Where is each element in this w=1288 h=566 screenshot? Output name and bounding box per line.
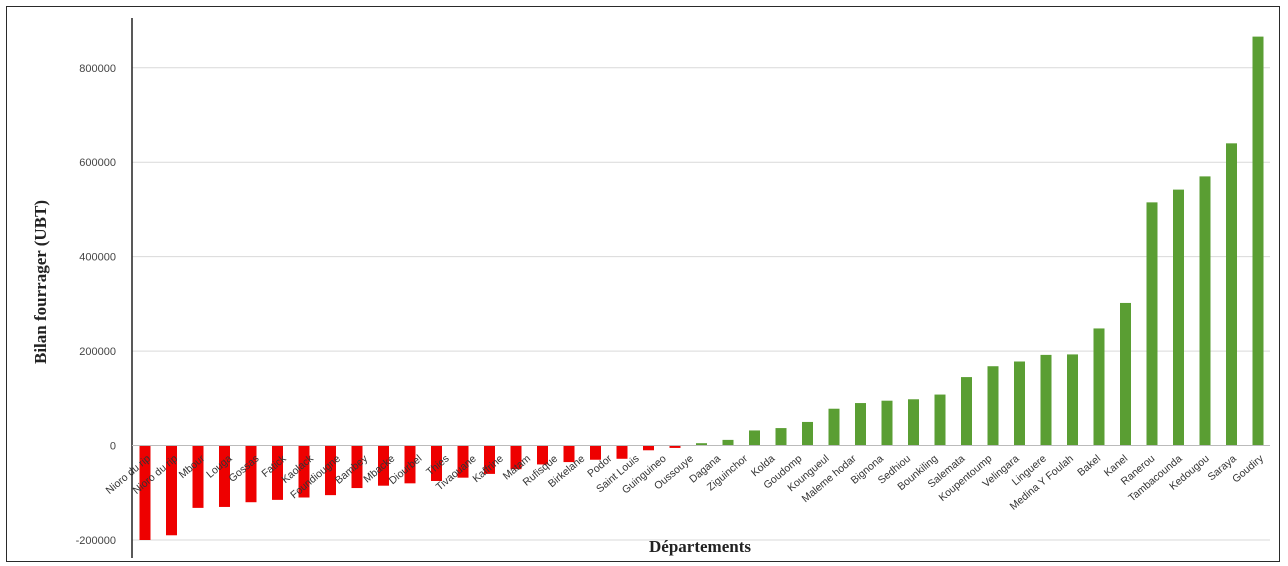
bars bbox=[139, 36, 1264, 540]
bar bbox=[802, 421, 813, 446]
bar bbox=[775, 428, 787, 446]
bar bbox=[192, 445, 204, 508]
bar bbox=[828, 408, 840, 446]
bar bbox=[510, 445, 522, 470]
x-tick-label: Goudiry bbox=[1230, 452, 1266, 485]
y-tick-label: -200000 bbox=[76, 535, 116, 547]
bar bbox=[643, 445, 654, 451]
bar bbox=[1040, 354, 1052, 446]
bar bbox=[378, 445, 389, 486]
bar bbox=[351, 445, 363, 489]
bar bbox=[563, 445, 575, 463]
bar bbox=[272, 445, 283, 500]
y-tick-label: 600000 bbox=[79, 157, 116, 169]
bar bbox=[1173, 189, 1184, 446]
bar bbox=[1120, 302, 1131, 446]
bar bbox=[669, 445, 681, 448]
x-axis-title: Départements bbox=[649, 537, 751, 556]
bar bbox=[325, 445, 336, 496]
bar bbox=[590, 445, 601, 460]
bar bbox=[961, 377, 972, 446]
bar bbox=[934, 394, 946, 446]
y-axis-title: Bilan fourrager (UBT) bbox=[31, 200, 50, 364]
x-tick-label: Bakel bbox=[1075, 453, 1103, 479]
bar bbox=[616, 445, 628, 459]
bar bbox=[1146, 202, 1158, 446]
y-tick-label: 0 bbox=[110, 441, 116, 453]
bar bbox=[1067, 354, 1078, 446]
y-tick-label: 400000 bbox=[79, 252, 116, 264]
bar bbox=[298, 445, 310, 498]
bar bbox=[722, 439, 734, 446]
bar bbox=[1226, 143, 1237, 446]
bar bbox=[749, 430, 760, 446]
bar bbox=[537, 445, 548, 465]
chart-frame bbox=[6, 6, 1280, 562]
bar bbox=[696, 443, 707, 446]
bar bbox=[1199, 176, 1211, 446]
bar bbox=[855, 403, 866, 446]
bar bbox=[404, 445, 416, 484]
bar bbox=[139, 445, 151, 540]
bar bbox=[1093, 328, 1105, 446]
bar bbox=[1252, 36, 1264, 446]
bar bbox=[431, 445, 442, 481]
bar bbox=[1014, 361, 1025, 446]
bar bbox=[881, 400, 893, 446]
bar bbox=[245, 445, 257, 503]
bar bbox=[484, 445, 495, 474]
bar bbox=[166, 445, 177, 536]
bar bbox=[908, 399, 919, 446]
y-tick-label: 200000 bbox=[79, 346, 116, 358]
bar bbox=[457, 445, 469, 478]
bar bbox=[219, 445, 230, 507]
bar bbox=[987, 366, 999, 446]
y-tick-label: 800000 bbox=[79, 63, 116, 75]
y-tick-labels: -200000 0 200000 400000 600000 800000 bbox=[76, 63, 116, 547]
